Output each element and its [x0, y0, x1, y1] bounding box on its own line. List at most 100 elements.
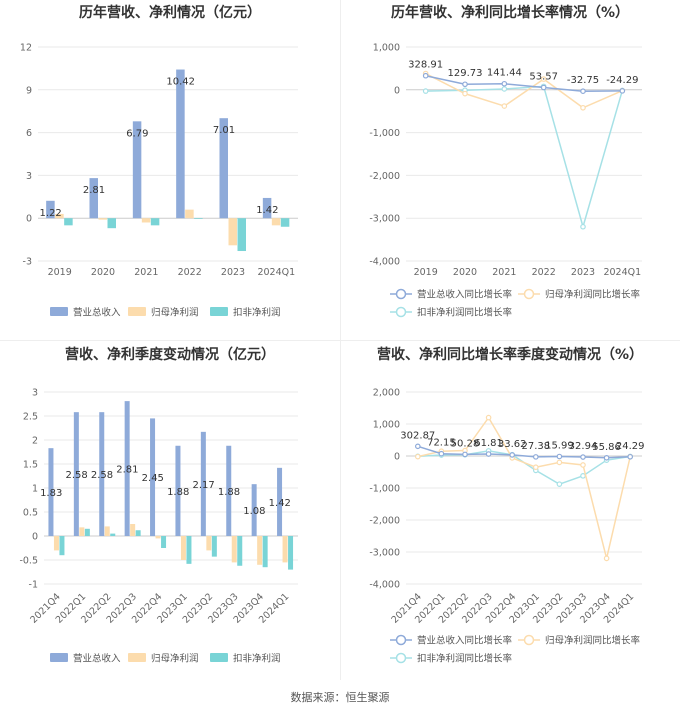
y-tick-label: 6 [26, 128, 32, 139]
bar-deducted-profit [59, 536, 65, 556]
legend-marker [523, 634, 535, 646]
annual-growth-chart: 历年营收、净利同比增长率情况（%） -4,000 -3,000 -2,000 -1,00… [340, 0, 680, 340]
series-point-1 [603, 555, 610, 562]
legend-swatch [50, 653, 68, 662]
bar-data-label: 2.45 [142, 473, 164, 484]
x-tick-label: 2024Q1 [603, 267, 641, 278]
bar-parent-profit [206, 536, 212, 551]
legend-label: 营业总收入同比增长率 [417, 635, 513, 647]
line-data-label: 15.99 [545, 441, 574, 452]
bar-revenue [132, 121, 142, 219]
chart-title: 营收、净利同比增长率季度变动情况（%） [377, 346, 643, 363]
legend-label: 扣非净利润 [233, 653, 281, 665]
line-data-label: -24.29 [606, 75, 638, 86]
line-data-label: 33.62 [498, 439, 527, 450]
line-data-label: 302.87 [400, 430, 435, 441]
legend-label: 扣非净利润同比增长率 [417, 307, 513, 319]
series-point-0 [603, 454, 610, 461]
y-tick-label: 3 [26, 171, 32, 182]
bar-data-label: 2.58 [65, 470, 87, 481]
series-line-0 [425, 74, 623, 92]
x-tick-label: 2022 [532, 267, 556, 278]
series-point-0 [415, 443, 421, 450]
bar-data-label: 10.42 [166, 77, 195, 88]
y-tick-label: -1,000 [369, 484, 400, 495]
series-point-1 [540, 76, 547, 82]
bar-deducted-profit [150, 218, 160, 226]
y-tick-label: -2,000 [369, 171, 400, 182]
series-point-0 [485, 451, 492, 457]
annual-bar-chart: 历年营收、净利情况（亿元） -3 0 3 6 9 12 1.22 2019 2.81 2020 6.7… [0, 0, 340, 340]
y-tick-label: -1 [29, 580, 38, 591]
series-point-2 [580, 223, 586, 230]
bar-revenue [219, 118, 228, 219]
series-point-0 [533, 454, 539, 460]
line-data-label: 129.73 [448, 68, 483, 79]
bar-deducted-profit [288, 536, 294, 570]
bar-parent-profit [257, 536, 263, 565]
y-tick-label: 9 [26, 85, 32, 96]
bar-revenue [226, 445, 232, 536]
series-line-2 [425, 85, 624, 230]
series-point-2 [501, 86, 508, 92]
bar-revenue [251, 484, 257, 536]
bar-data-label: 1.83 [40, 488, 62, 499]
series-point-0 [422, 72, 429, 79]
legend-label: 归母净利润同比增长率 [545, 289, 641, 301]
y-tick-label: -2,000 [369, 516, 400, 527]
bar-parent-profit [55, 213, 64, 219]
annual-bar-svg: 历年营收、净利情况（亿元） -3 0 3 6 9 12 1.22 2019 2.81 2020 6.7… [20, 4, 298, 319]
bar-revenue [175, 445, 181, 536]
bar-parent-profit [104, 526, 110, 536]
bar-deducted-profit [161, 536, 167, 548]
x-tick-label: 2019 [414, 267, 438, 278]
series-point-0 [438, 450, 445, 457]
y-tick-label: 0 [32, 532, 38, 543]
y-tick-label: 1.5 [23, 460, 38, 471]
series-point-2 [556, 481, 563, 487]
legend-swatch [210, 653, 228, 662]
legend-swatch [210, 307, 228, 316]
y-tick-label: 0 [26, 214, 32, 225]
y-tick-label: 2,000 [373, 388, 400, 399]
bar-deducted-profit [237, 218, 246, 252]
series-point-0 [501, 80, 508, 87]
bar-revenue [262, 197, 272, 219]
bar-revenue [73, 412, 79, 536]
bar-revenue [48, 448, 54, 536]
data-source-note: 数据来源：恒生聚源 [290, 691, 390, 704]
legend-label: 归母净利润同比增长率 [545, 635, 641, 647]
legend-label: 归母净利润 [151, 307, 199, 319]
bar-parent-profit [141, 218, 151, 223]
series-point-1 [580, 462, 586, 468]
legend-marker [395, 634, 407, 646]
legend-label: 营业总收入 [73, 653, 121, 665]
series-point-0 [462, 451, 468, 458]
bar-data-label: 2.58 [91, 470, 113, 481]
annual-growth-svg: 历年营收、净利同比增长率情况（%） -4,000 -3,000 -2,000 -1,00… [369, 4, 642, 319]
bar-revenue [124, 401, 130, 536]
panel-divider-horizontal [0, 340, 680, 341]
y-tick-label: -3 [23, 257, 32, 268]
bar-data-label: 1.08 [243, 506, 265, 517]
bar-deducted-profit [110, 533, 116, 536]
legend-marker [395, 288, 407, 300]
line-data-label: 55.86 [592, 442, 621, 453]
chart-title: 营收、净利季度变动情况（亿元） [65, 346, 275, 363]
legend-swatch [50, 307, 68, 316]
series-point-0 [619, 88, 626, 94]
y-tick-label: 1,000 [373, 420, 400, 431]
bar-data-label: 1.88 [167, 487, 189, 498]
bar-parent-profit [180, 536, 186, 560]
y-tick-label: -4,000 [369, 580, 400, 591]
series-point-1 [415, 453, 421, 460]
y-tick-label: -4,000 [369, 257, 400, 268]
line-data-label: 27.38 [521, 441, 550, 452]
series-point-2 [580, 473, 586, 479]
legend-label: 扣非净利润 [233, 307, 281, 319]
y-tick-label: -1,000 [369, 128, 400, 139]
bar-deducted-profit [280, 218, 290, 227]
line-data-label: 50.28 [451, 438, 480, 449]
legend-marker [523, 288, 535, 300]
bar-parent-profit [53, 536, 59, 551]
